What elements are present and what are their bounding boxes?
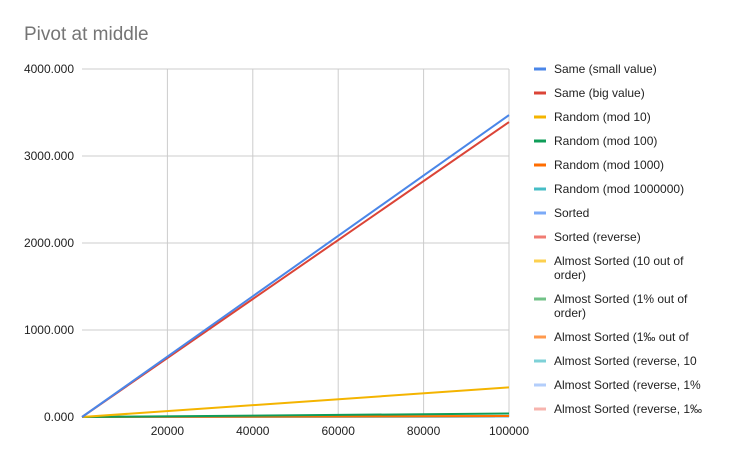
legend: Same (small value) Same (big value) Random… <box>534 62 702 416</box>
legend-label: Random (mod 1000) <box>554 158 664 172</box>
x-tick-label: 60000 <box>322 424 356 438</box>
x-tick-label: 40000 <box>236 424 270 438</box>
legend-label: Same (small value) <box>554 62 657 76</box>
legend-label: Almost Sorted (10 out of <box>554 254 684 268</box>
series-lines <box>81 114 510 418</box>
legend-label: Almost Sorted (reverse, 10 <box>554 354 697 368</box>
legend-label: Random (mod 100) <box>554 134 657 148</box>
legend-label: Sorted (reverse) <box>554 230 641 244</box>
legend-label: Almost Sorted (reverse, 1% <box>554 378 701 392</box>
legend-label: Almost Sorted (1‰ out of <box>554 330 689 344</box>
grid-lines <box>82 68 510 417</box>
legend-label: Almost Sorted (1% out of <box>554 292 688 306</box>
legend-label: Same (big value) <box>554 86 645 100</box>
y-tick-label: 2000.000 <box>24 236 74 250</box>
y-tick-label: 3000.000 <box>24 149 74 163</box>
y-tick-label: 1000.000 <box>24 323 74 337</box>
legend-label: Random (mod 1000000) <box>554 182 684 196</box>
legend-label: order) <box>554 306 586 320</box>
legend-label: Random (mod 10) <box>554 110 651 124</box>
series-line <box>81 114 510 418</box>
y-tick-label: 4000.000 <box>24 62 74 76</box>
chart-title: Pivot at middle <box>24 24 149 45</box>
legend-label: Almost Sorted (reverse, 1‰ <box>554 402 702 416</box>
legend-label: Sorted <box>554 206 589 220</box>
x-tick-label: 80000 <box>407 424 441 438</box>
legend-label: order) <box>554 268 586 282</box>
series-line <box>81 386 510 418</box>
y-tick-label: 0.000 <box>44 410 74 424</box>
x-tick-label: 20000 <box>151 424 185 438</box>
axes: 0.000 1000.000 2000.000 3000.000 4000.000 200… <box>24 62 529 438</box>
x-tick-label: 100000 <box>489 424 529 438</box>
series-line <box>81 412 510 418</box>
